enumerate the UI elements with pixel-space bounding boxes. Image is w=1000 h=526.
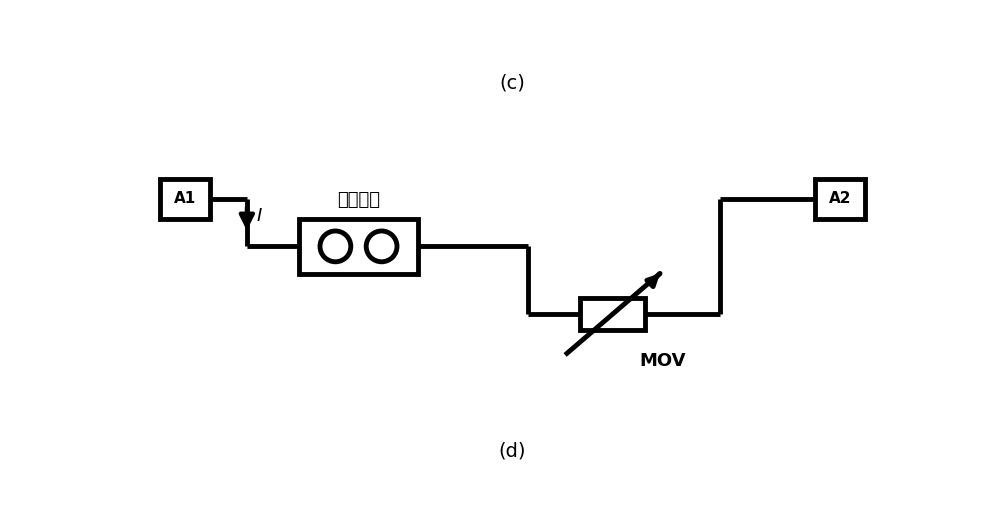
Bar (815, 179, 865, 219)
Text: (c): (c) (500, 74, 525, 93)
Circle shape (366, 231, 397, 262)
Text: 触发开关: 触发开关 (337, 191, 380, 209)
Text: A2: A2 (828, 191, 851, 206)
Text: I: I (257, 207, 262, 225)
Text: A1: A1 (174, 191, 196, 206)
Bar (160, 179, 210, 219)
Text: (d): (d) (499, 442, 526, 461)
Bar (580, 298, 645, 330)
Text: MOV: MOV (639, 352, 686, 370)
Circle shape (320, 231, 351, 262)
Bar (299, 219, 418, 274)
